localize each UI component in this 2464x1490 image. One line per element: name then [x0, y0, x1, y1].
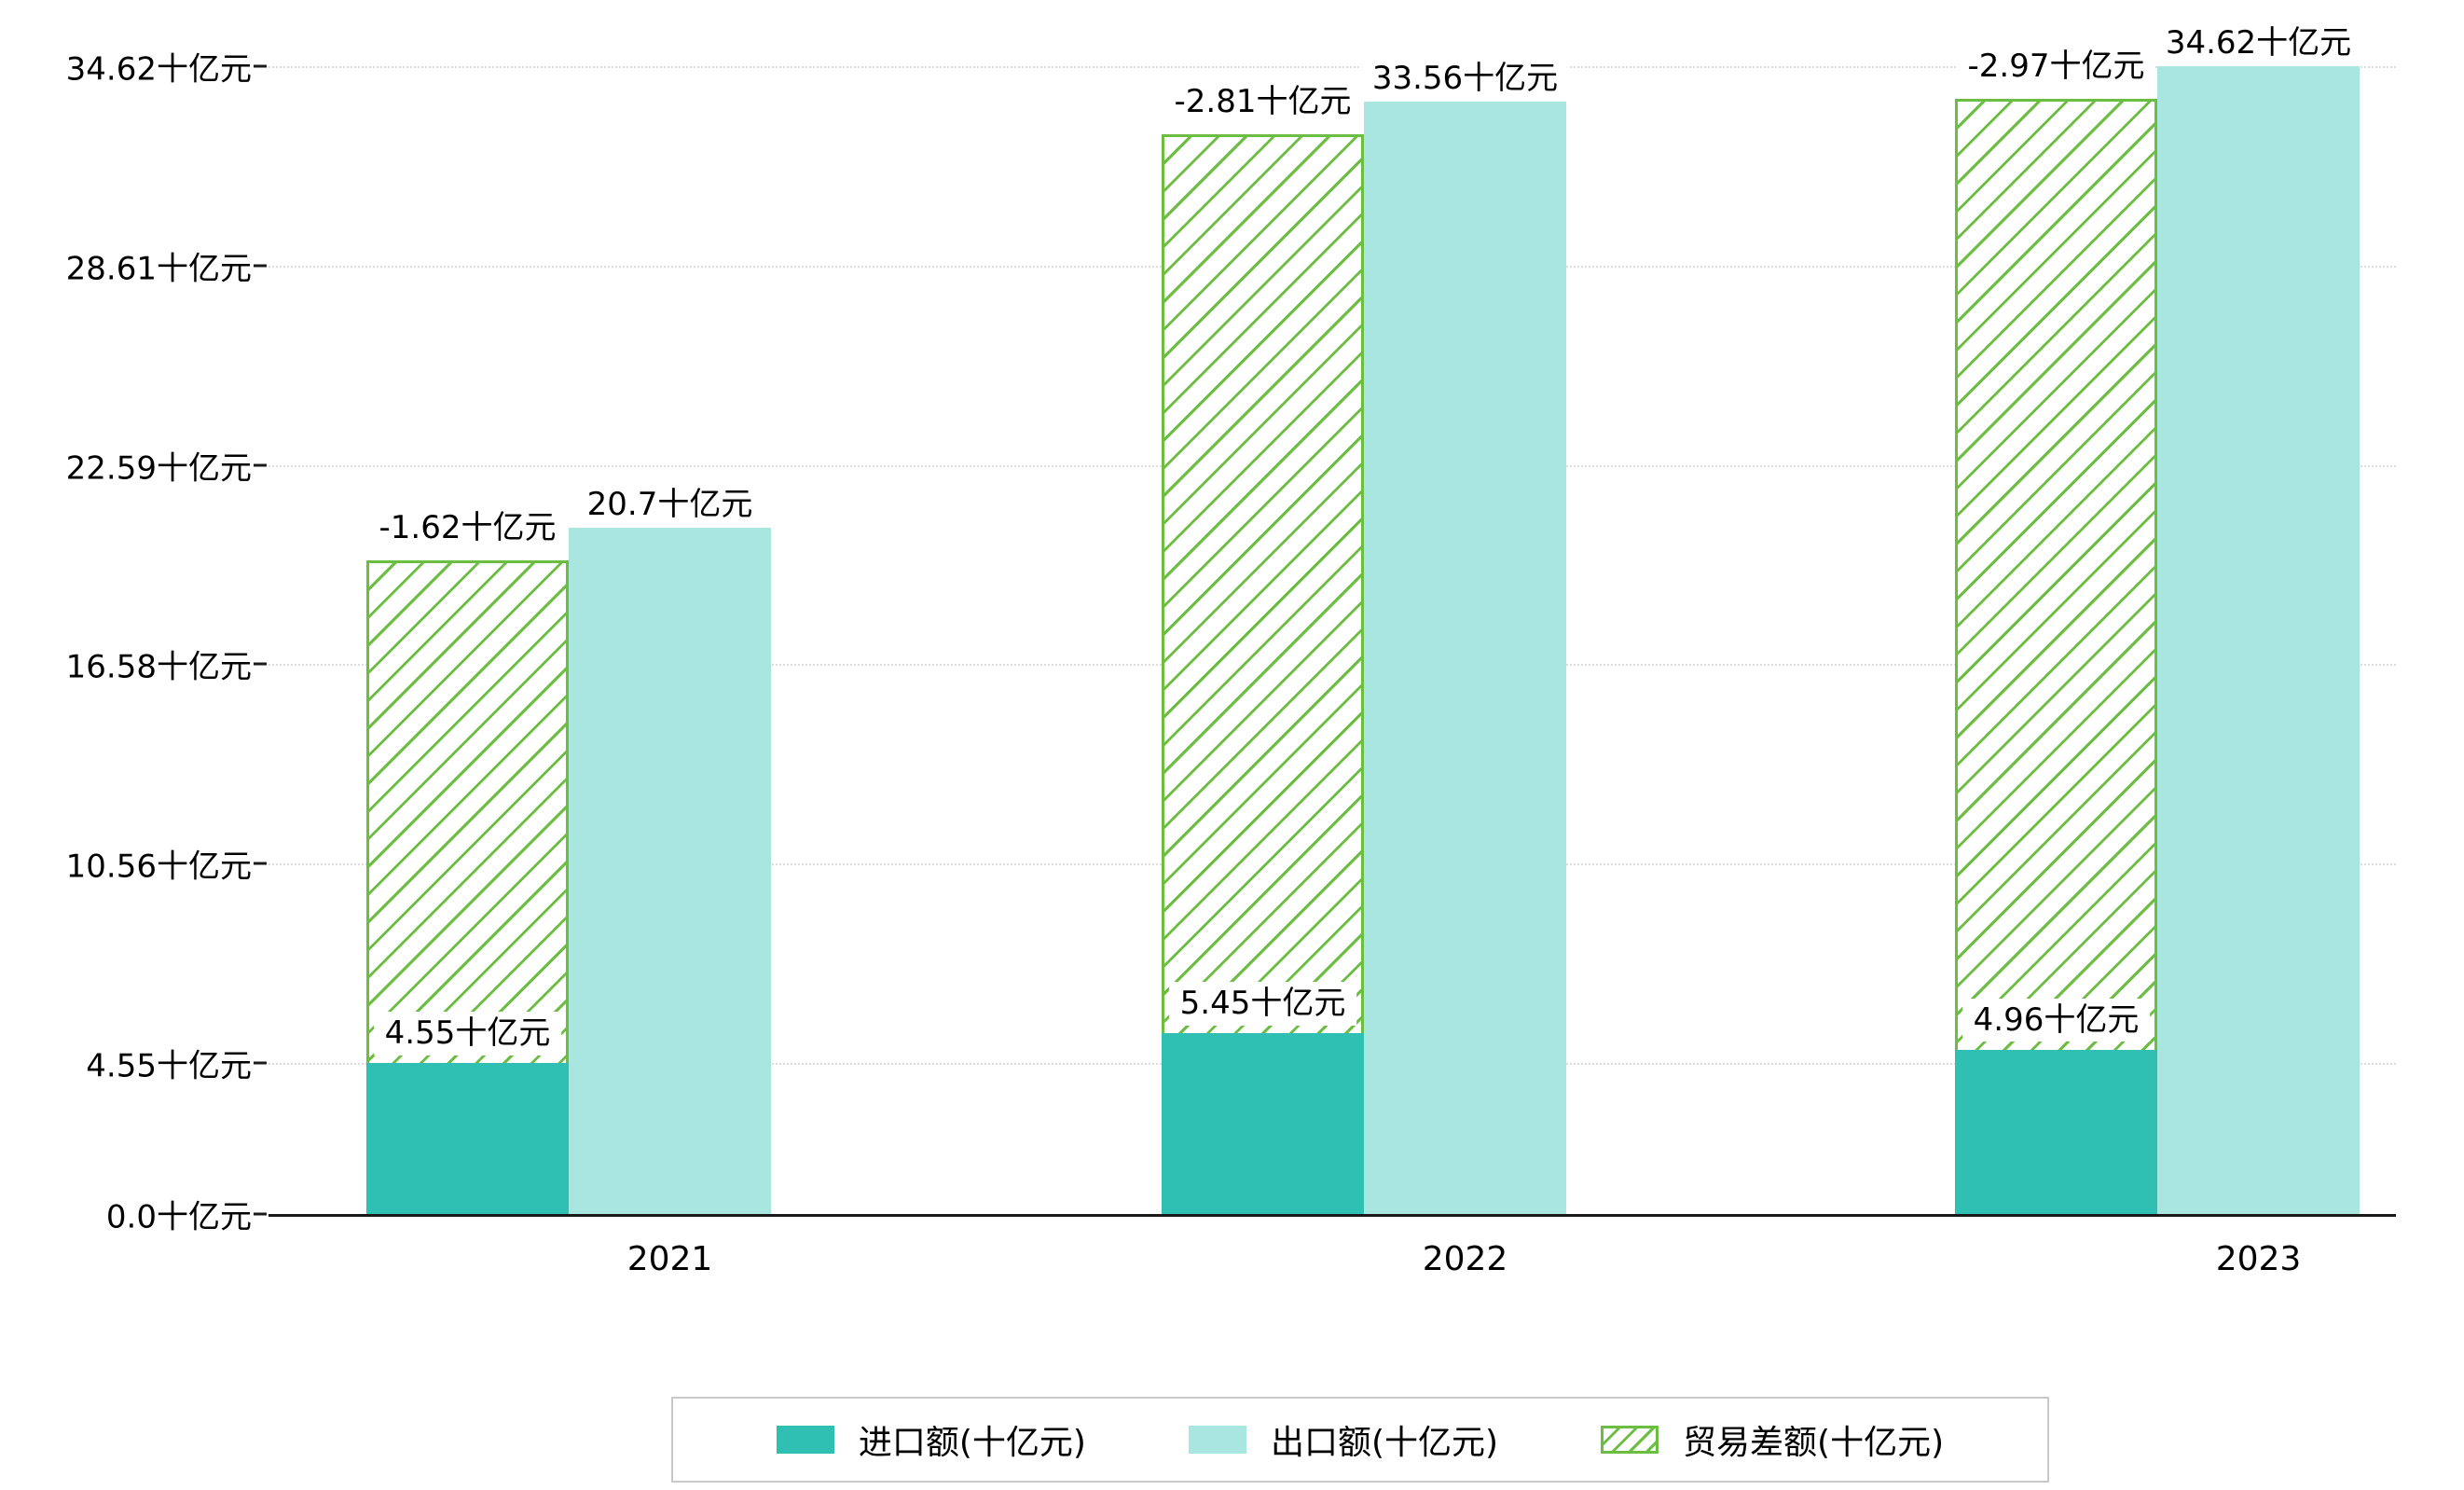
y-tick-mark [254, 862, 267, 865]
trade-balance-value-label: -2.81十亿元 [1163, 79, 1363, 124]
y-tick-label: 16.58十亿元 [65, 648, 252, 686]
legend-item-export: 出口额(十亿元) [1188, 1415, 1499, 1464]
y-tick-mark [254, 264, 267, 268]
export-bar [2157, 65, 2360, 1214]
export-value-label: 33.56十亿元 [1360, 56, 1570, 101]
import-value-label: 4.55十亿元 [373, 1012, 562, 1055]
y-tick-label: 28.61十亿元 [65, 250, 252, 288]
import-legend-label: 进口额(十亿元) [858, 1424, 1086, 1462]
y-tick-mark [254, 64, 267, 68]
import-value-label: 5.45十亿元 [1168, 982, 1357, 1026]
y-tick-mark [254, 1061, 267, 1065]
export-value-label: 34.62十亿元 [2154, 21, 2363, 65]
trade-balance-value-label: -1.62十亿元 [367, 505, 568, 550]
trade-balance-legend-label: 贸易差额(十亿元) [1683, 1424, 1945, 1462]
y-tick-label: 34.62十亿元 [65, 50, 252, 89]
y-tick-mark [254, 463, 267, 467]
trade-balance-bar [1955, 98, 2157, 1214]
import-value-label: 4.96十亿元 [1962, 998, 2151, 1042]
import-bar [1162, 1033, 1364, 1214]
y-tick-mark [254, 1212, 267, 1216]
x-axis-line [268, 1214, 2396, 1217]
year-label: 2022 [1422, 1240, 1508, 1278]
legend-item-import: 进口额(十亿元) [776, 1415, 1086, 1464]
y-tick-label: 4.55十亿元 [86, 1047, 252, 1085]
export-bar [1364, 101, 1566, 1214]
export-legend-swatch [1188, 1426, 1246, 1454]
y-tick-label: 10.56十亿元 [65, 848, 252, 886]
y-tick-label: 22.59十亿元 [65, 449, 252, 488]
y-tick-label: 0.0十亿元 [105, 1198, 252, 1236]
year-label: 2021 [626, 1240, 713, 1278]
export-legend-label: 出口额(十亿元) [1270, 1424, 1499, 1462]
trade-balance-value-label: -2.97十亿元 [1956, 44, 2156, 89]
legend-item-trade-balance: 贸易差额(十亿元) [1601, 1415, 1944, 1464]
trade-balance-legend-swatch [1601, 1426, 1659, 1454]
y-tick-mark [254, 662, 267, 666]
export-value-label: 20.7十亿元 [575, 482, 764, 527]
export-bar [569, 527, 771, 1214]
import-bar [366, 1063, 569, 1214]
year-label: 2023 [2215, 1240, 2302, 1278]
legend: 进口额(十亿元) 出口额(十亿元) 贸易差额(十亿元) [671, 1397, 2049, 1483]
import-bar [1955, 1049, 2157, 1214]
import-legend-swatch [776, 1426, 834, 1454]
grid-line [268, 65, 2396, 68]
